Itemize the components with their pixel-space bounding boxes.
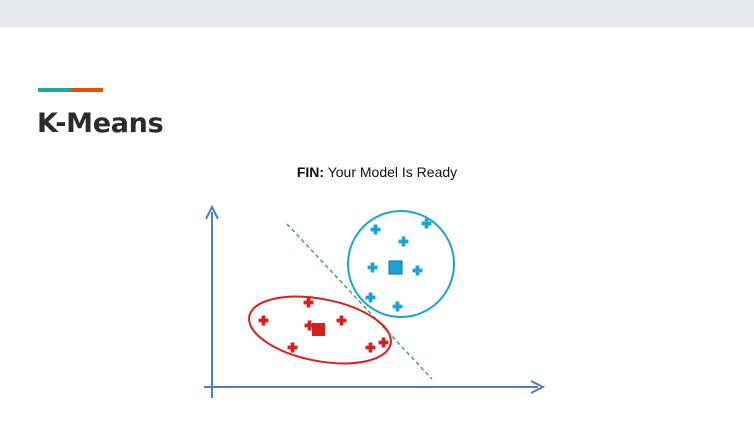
blue-cluster-circle	[347, 210, 455, 318]
blue-point	[398, 236, 409, 247]
decision-boundary	[286, 223, 433, 380]
x-axis-arrowhead	[530, 380, 546, 394]
blue-point	[412, 265, 423, 276]
slide-title: K-Means	[37, 108, 164, 139]
top-bar	[0, 0, 754, 27]
red-cluster-ellipse	[248, 295, 392, 365]
red-cluster	[248, 295, 392, 365]
blue-point	[370, 224, 381, 235]
red-point	[287, 342, 298, 353]
caption-text: Your Model Is Ready	[324, 164, 458, 180]
accent-segment-orange	[71, 88, 103, 92]
y-axis-arrowhead	[205, 204, 219, 220]
accent-segment-teal	[38, 88, 71, 92]
blue-point	[365, 292, 376, 303]
red-point	[303, 297, 314, 308]
blue-point	[367, 262, 378, 273]
title-accent-line	[38, 88, 103, 92]
red-point	[378, 337, 389, 348]
blue-point	[392, 301, 403, 312]
red-centroid	[312, 323, 325, 336]
caption-bold: FIN:	[296, 164, 325, 180]
blue-cluster	[347, 210, 455, 318]
figure-caption: FIN: Your Model Is Ready	[0, 164, 754, 180]
red-point	[336, 315, 347, 326]
blue-centroid	[388, 260, 403, 275]
red-point	[365, 342, 376, 353]
red-point	[258, 315, 269, 326]
axes	[204, 204, 546, 398]
